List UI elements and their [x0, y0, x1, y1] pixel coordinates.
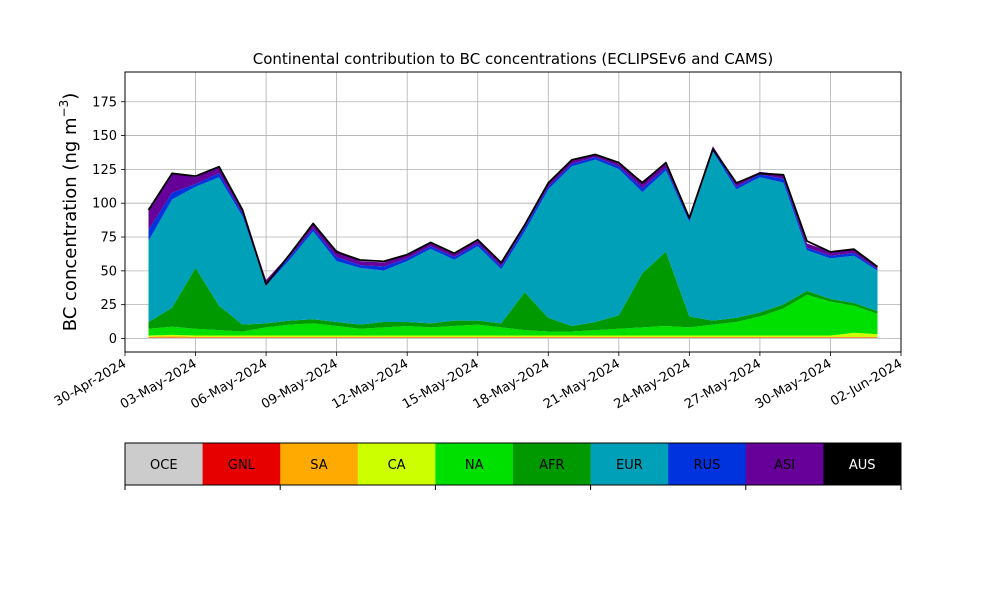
- x-tick-label: 15-May-2024: [400, 356, 482, 412]
- colorbar-label-gnl: GNL: [228, 458, 256, 473]
- colorbar-swatch-na: [435, 443, 514, 485]
- x-tick-label: 24-May-2024: [612, 356, 694, 412]
- colorbar-swatch-sa: [280, 443, 359, 485]
- chart-title: Continental contribution to BC concentra…: [253, 50, 774, 68]
- colorbar-swatch-oce: [125, 443, 203, 485]
- plot-frame: [124, 71, 902, 353]
- x-tick-label: 02-Jun-2024: [828, 356, 905, 409]
- area-rus: [148, 148, 878, 286]
- colorbar-swatch-gnl: [202, 443, 281, 485]
- colorbar-swatch-aus: [823, 443, 902, 485]
- colorbar-frame: [124, 442, 902, 486]
- x-tick-label: 30-May-2024: [753, 356, 835, 412]
- colorbar-swatch-afr: [513, 443, 591, 485]
- y-tick-label: 75: [100, 231, 117, 246]
- colorbar-label-rus: RUS: [694, 458, 721, 473]
- total-outline: [147, 148, 879, 286]
- colorbar-swatch-ca: [357, 443, 436, 485]
- x-tick-label: 12-May-2024: [330, 356, 412, 412]
- colorbar-label-oce: OCE: [150, 458, 178, 473]
- area-na: [148, 294, 878, 336]
- y-axis-label-sup: −3: [57, 100, 71, 118]
- y-axis-label: BC concentration (ng m−3): [57, 93, 81, 332]
- x-tick-label: 09-May-2024: [259, 356, 341, 412]
- colorbar-label-afr: AFR: [539, 458, 564, 473]
- colorbar-label-na: NA: [465, 458, 484, 473]
- area-ca: [148, 332, 878, 337]
- y-axis-ticks: 0 25 50 75 100 125 150 175: [92, 95, 125, 347]
- total-line: [147, 148, 879, 286]
- x-tick-label: 06-May-2024: [188, 356, 270, 412]
- colorbar-label-ca: CA: [388, 458, 406, 473]
- y-tick-label: 0: [109, 332, 117, 347]
- x-tick-label: 21-May-2024: [541, 356, 623, 412]
- colorbar-swatch-asi: [745, 443, 824, 485]
- stacked-areas: [148, 146, 878, 339]
- x-tick-label: 27-May-2024: [682, 356, 764, 412]
- y-tick-label: 125: [92, 163, 117, 178]
- colorbar-label-asi: ASI: [774, 458, 795, 473]
- x-axis-ticks: 30-Apr-202403-May-202406-May-202409-May-…: [52, 352, 905, 412]
- x-tick-label: 18-May-2024: [471, 356, 553, 412]
- y-axis-label-close: ): [60, 93, 81, 100]
- x-tick-label: 30-Apr-2024: [52, 356, 129, 409]
- colorbar-legend: OCE GNL SA CA NA AFR EUR RUS ASI AUS: [124, 442, 902, 490]
- y-tick-label: 175: [92, 95, 117, 110]
- colorbar-swatch-rus: [668, 443, 747, 485]
- colorbar-label-aus: AUS: [849, 458, 876, 473]
- y-tick-label: 25: [100, 298, 117, 313]
- colorbar-swatch-eur: [590, 443, 669, 485]
- colorbar-label-eur: EUR: [616, 458, 643, 473]
- area-oce: [148, 337, 878, 339]
- area-asi: [148, 146, 878, 283]
- y-axis-label-main: BC concentration (ng m: [60, 117, 81, 331]
- area-afr: [148, 251, 878, 332]
- y-tick-label: 150: [92, 129, 117, 144]
- y-tick-label: 50: [100, 264, 117, 279]
- area-eur: [148, 151, 878, 327]
- colorbar-label-sa: SA: [310, 458, 327, 473]
- y-tick-label: 100: [92, 197, 117, 212]
- x-tick-label: 03-May-2024: [118, 356, 200, 412]
